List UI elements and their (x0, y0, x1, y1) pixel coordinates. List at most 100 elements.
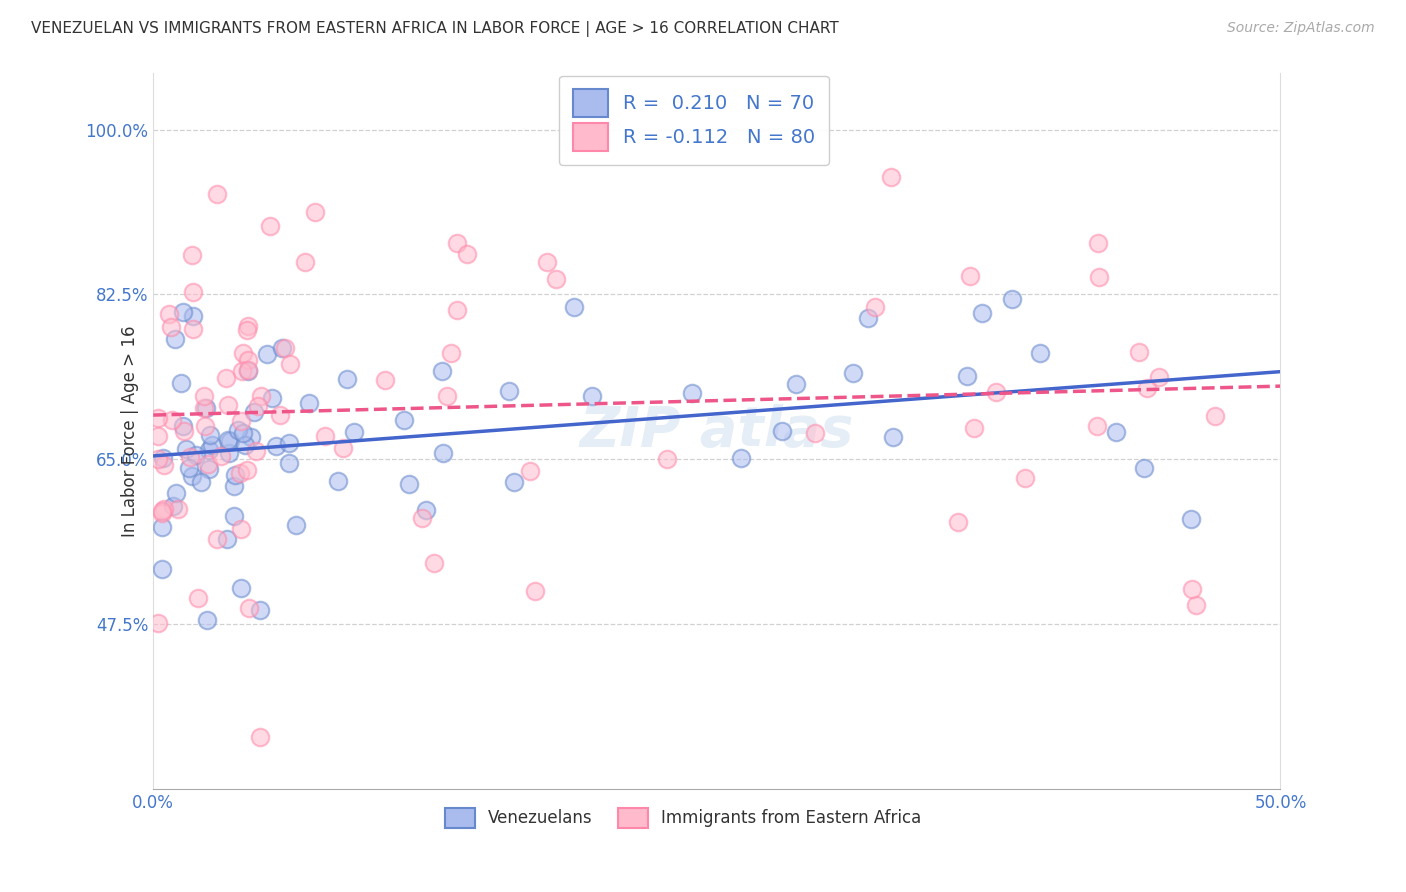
Point (430, 363, 453, 377)
Point (1014, 471, 1036, 485)
Point (446, 303, 468, 318)
Point (581, 389, 603, 403)
Point (882, 429, 904, 443)
Point (187, 591, 209, 605)
Point (1136, 380, 1159, 394)
Point (256, 347, 278, 361)
Point (150, 562, 173, 576)
Point (198, 462, 221, 476)
Point (343, 425, 366, 439)
Point (231, 522, 253, 536)
Point (440, 345, 463, 359)
Point (986, 385, 1008, 400)
Point (235, 323, 257, 337)
Point (194, 419, 217, 434)
Point (1085, 419, 1108, 434)
Point (181, 285, 204, 299)
Point (785, 376, 807, 391)
Point (229, 414, 252, 428)
Point (162, 499, 184, 513)
Legend: Venezuelans, Immigrants from Eastern Africa: Venezuelans, Immigrants from Eastern Afr… (439, 801, 928, 835)
Point (1087, 235, 1109, 250)
Point (229, 581, 252, 595)
Point (238, 364, 260, 378)
Point (167, 502, 190, 516)
Point (1088, 269, 1111, 284)
Point (201, 438, 224, 452)
Point (972, 306, 994, 320)
Point (304, 205, 326, 219)
Point (150, 506, 173, 520)
Point (231, 364, 253, 378)
Point (863, 300, 886, 314)
Point (217, 398, 239, 412)
Point (249, 731, 271, 745)
Point (236, 318, 259, 333)
Point (1001, 292, 1024, 306)
Point (232, 426, 254, 441)
Point (1181, 582, 1204, 597)
Point (249, 603, 271, 617)
Point (411, 510, 433, 524)
Point (1133, 460, 1156, 475)
Point (184, 448, 207, 462)
Point (415, 502, 437, 516)
Point (1029, 346, 1052, 360)
Point (298, 396, 321, 410)
Point (562, 301, 585, 315)
Point (238, 601, 260, 615)
Point (160, 413, 183, 427)
Point (1149, 370, 1171, 384)
Point (269, 408, 291, 422)
Point (232, 346, 254, 360)
Point (165, 485, 187, 500)
Point (233, 438, 256, 452)
Point (858, 310, 880, 325)
Point (657, 452, 679, 467)
Point (498, 384, 520, 398)
Point (226, 423, 249, 437)
Point (229, 467, 252, 481)
Point (332, 441, 354, 455)
Point (456, 246, 478, 260)
Point (524, 584, 547, 599)
Point (169, 376, 191, 391)
Point (423, 556, 446, 570)
Point (446, 236, 468, 251)
Point (159, 319, 181, 334)
Point (194, 401, 217, 415)
Point (174, 442, 197, 456)
Point (181, 248, 204, 262)
Point (394, 413, 416, 427)
Point (436, 389, 458, 403)
Point (153, 458, 176, 473)
Point (948, 515, 970, 529)
Point (215, 532, 238, 546)
Point (245, 443, 267, 458)
Point (172, 305, 194, 319)
Point (270, 341, 292, 355)
Point (150, 520, 173, 534)
Point (148, 411, 170, 425)
Point (193, 389, 215, 403)
Point (278, 357, 301, 371)
Point (285, 517, 308, 532)
Point (243, 405, 266, 419)
Point (197, 442, 219, 457)
Point (1128, 345, 1150, 359)
Point (209, 449, 232, 463)
Point (770, 424, 793, 438)
Point (278, 456, 301, 470)
Point (519, 465, 541, 479)
Point (146, 616, 169, 631)
Text: VENEZUELAN VS IMMIGRANTS FROM EASTERN AFRICA IN LABOR FORCE | AGE > 16 CORRELATI: VENEZUELAN VS IMMIGRANTS FROM EASTERN AF… (31, 21, 839, 37)
Point (240, 430, 263, 444)
Point (1204, 409, 1226, 424)
Point (1180, 512, 1202, 526)
Point (250, 389, 273, 403)
Point (222, 509, 245, 524)
Point (260, 391, 283, 405)
Point (502, 475, 524, 489)
Point (157, 307, 180, 321)
Point (190, 475, 212, 489)
